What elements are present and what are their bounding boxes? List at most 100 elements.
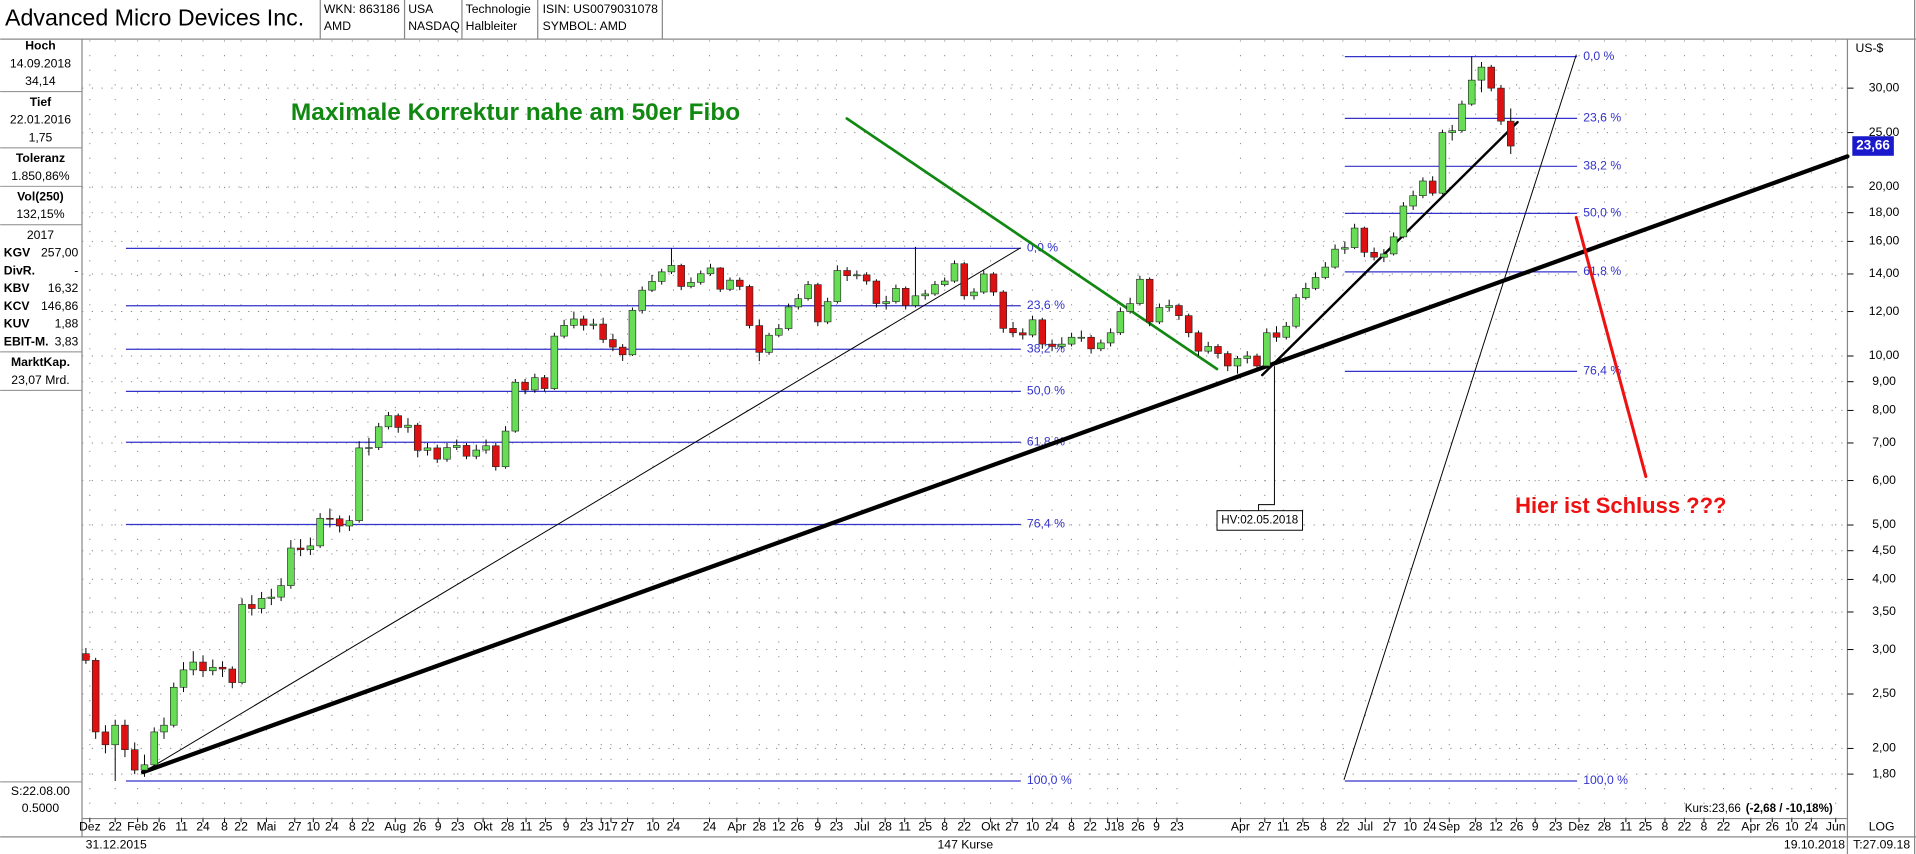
candle-body <box>940 280 949 285</box>
candle-body <box>960 263 968 297</box>
x-tick-label: 8 <box>941 819 948 833</box>
candle-body <box>1389 236 1398 255</box>
fib-label: 0,0 % <box>1583 49 1614 63</box>
header-field: ISIN: US0079031078 <box>543 2 659 16</box>
candle-body <box>326 517 334 520</box>
x-tick-label: 24 <box>1805 819 1819 833</box>
candle-body <box>892 288 900 302</box>
count: 147 Kurse <box>938 838 994 852</box>
candle-body <box>736 279 744 287</box>
candle-body <box>1341 247 1349 250</box>
candle-body <box>1428 180 1437 194</box>
candle-body <box>833 270 842 302</box>
header-field: SYMBOL: AMD <box>543 19 627 33</box>
x-tick-label: 27 <box>1383 819 1397 833</box>
candle-body <box>209 666 217 672</box>
candle-body <box>648 281 656 291</box>
candle-body <box>1331 248 1339 268</box>
x-tick-label: 27 <box>621 819 635 833</box>
candle-body <box>901 288 910 306</box>
candle-body <box>726 279 734 290</box>
candle-body <box>1321 266 1330 278</box>
price-tag: 23,66 <box>1852 136 1894 156</box>
fib-label: 100,0 % <box>1027 773 1072 787</box>
candle-body <box>443 447 451 460</box>
x-tick-label: Apr <box>1231 819 1250 833</box>
x-tick-label: Okt <box>981 819 1001 833</box>
candle-body <box>804 284 812 299</box>
header-field: WKN: 863186 <box>324 2 400 16</box>
x-tick-label: 10 <box>1403 819 1417 833</box>
x-tick-label: Apr <box>727 819 746 833</box>
candle-body <box>980 273 988 293</box>
candle-body <box>1467 79 1476 105</box>
fib-label: 100,0 % <box>1583 773 1628 787</box>
candle-body <box>267 596 276 599</box>
candle-body <box>1194 332 1203 352</box>
y-tick-label: 8,00 <box>1872 403 1896 417</box>
candle-body <box>1360 227 1369 253</box>
candle-body <box>1106 332 1115 344</box>
candle-body <box>697 273 705 283</box>
row-label: KBV <box>4 281 31 295</box>
block-line: 34,14 <box>25 74 56 88</box>
y-tick-label: 20,00 <box>1869 179 1900 193</box>
header-field: Technologie <box>466 2 531 16</box>
candle-body <box>170 686 178 726</box>
y-tick-label: 2,00 <box>1872 741 1896 755</box>
candle-body <box>540 377 549 389</box>
candle-body <box>911 295 920 306</box>
candle-body <box>150 731 158 766</box>
block-line: 1,75 <box>29 130 53 144</box>
candle-body <box>1175 305 1183 316</box>
hv-connector <box>1258 366 1275 512</box>
candle-body <box>1214 346 1222 354</box>
fib-label: 23,6 % <box>1027 298 1065 312</box>
candle-body <box>1497 87 1505 122</box>
grid: 1,80 2,00 2,50 3,00 3,50 4,00 4,50 5,00 6,00 7,00… <box>79 40 1900 833</box>
block-title: Vol(250) <box>17 190 64 204</box>
x-tick-label: 11 <box>1620 819 1633 833</box>
header-field: AMD <box>324 19 351 33</box>
candle-body <box>1399 205 1408 238</box>
x-tick-label: 22 <box>1083 819 1097 833</box>
y-tick-label: 18,00 <box>1869 205 1900 219</box>
annotation: Hier ist Schluss ??? <box>1515 493 1726 518</box>
x-tick-label: 26 <box>1510 819 1524 833</box>
x-tick-label: 23 <box>1549 819 1563 833</box>
candle-body <box>462 445 471 457</box>
x-tick-label: J <box>1105 819 1111 833</box>
candle-body <box>1243 355 1251 359</box>
x-tick-label: 11 <box>1277 819 1290 833</box>
candle-body <box>365 447 373 449</box>
x-tick-label: 26 <box>1131 819 1145 833</box>
price-tag-label: 23,66 <box>1856 138 1890 153</box>
trend-line <box>1260 120 1519 377</box>
candle-body <box>1311 277 1320 289</box>
candle-body <box>1302 288 1310 299</box>
block-line: 1.850,86% <box>11 169 70 183</box>
y-tick-label: 5,00 <box>1872 517 1896 531</box>
y-tick-label: 16,00 <box>1869 234 1900 248</box>
timestamp: T:27.09.18 <box>1853 838 1910 852</box>
candle-body <box>296 547 305 550</box>
row-label: KCV <box>4 299 31 313</box>
block-title: Toleranz <box>16 151 65 165</box>
annotation: HV:02.05.2018 <box>1221 514 1298 527</box>
candle-body <box>413 424 422 451</box>
candle-body <box>999 291 1007 329</box>
candle-body <box>1370 252 1378 258</box>
candle-body <box>1263 332 1271 367</box>
candle-body <box>1126 303 1134 312</box>
x-tick-label: 9 <box>563 819 570 833</box>
candle-body <box>1380 253 1388 258</box>
row-label: DivR. <box>4 263 35 277</box>
y-tick-label: 3,00 <box>1872 642 1896 656</box>
candle-body <box>589 323 598 326</box>
candle-body <box>677 265 685 287</box>
candle-body <box>140 764 149 771</box>
candle-body <box>1448 130 1456 133</box>
candle-body <box>1253 355 1261 367</box>
y-tick-label: 30,00 <box>1869 80 1900 94</box>
